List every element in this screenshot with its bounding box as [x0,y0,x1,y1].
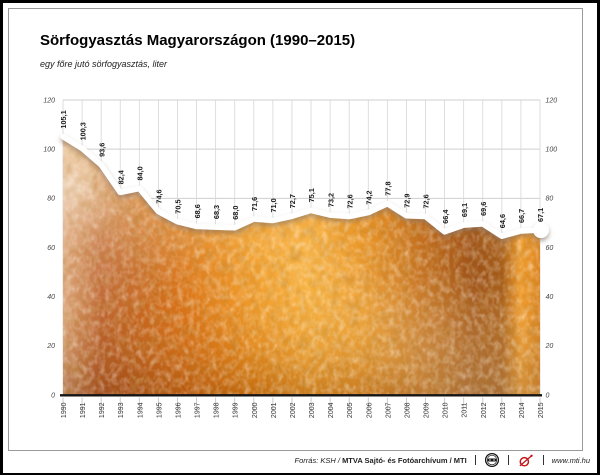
y-label-right: 80 [546,196,554,203]
value-label: 73,2 [326,193,335,207]
value-label: 75,1 [307,188,316,202]
year-label: 1996 [176,402,183,418]
year-label: 2003 [309,402,316,418]
value-label: 74,6 [155,189,164,203]
beer-area [63,136,540,395]
value-label: 77,8 [384,181,393,195]
year-label: 1993 [118,402,125,418]
y-label-left: 100 [43,146,55,153]
value-label: 100,3 [78,122,87,140]
separator [542,455,544,465]
y-label-left: 40 [47,294,55,301]
value-label: 72,6 [345,194,354,208]
value-label: 67,1 [536,208,545,222]
value-label: 71,0 [269,198,278,212]
year-label: 1995 [156,402,163,418]
value-label: 72,6 [422,194,431,208]
year-label: 2000 [252,402,259,418]
y-label-right: 20 [545,343,554,350]
value-label: 72,7 [288,194,297,208]
x-axis-labels: 1990 1991 1992 1993 1994 1995 1996 1997 1998 1999… [61,402,545,418]
year-label: 2008 [404,402,411,418]
y-label-right: 0 [546,392,550,399]
value-label: 84,0 [136,166,145,180]
year-label: 1992 [99,402,106,418]
y-label-right: 40 [546,294,554,301]
year-label: 1999 [233,402,240,418]
separator [474,455,476,465]
value-labels: 105,1 100,3 93,6 82,4 84,0 74,6 70,5 68,6 68,3 68… [59,110,545,228]
line-end-blob [533,222,549,239]
page-subtitle: egy főre jutó sörfogyasztás, liter [40,59,168,69]
separator [507,455,509,465]
source-bold: MTVA Sajtó- és Fotóarchívum / MTI [342,455,467,465]
value-label: 64,6 [498,214,507,228]
beer-droplets [63,136,540,395]
y-label-right: 60 [546,245,554,252]
value-label: 72,9 [403,194,412,208]
value-label: 68,3 [212,205,221,219]
y-label-right: 100 [546,146,558,153]
value-label: 82,4 [116,169,125,184]
year-label: 2001 [271,402,278,418]
mti-url: www.mti.hu [551,455,590,465]
y-label-left: 60 [47,245,55,252]
page-title: Sörfogyasztás Magyarországon (1990–2015) [40,32,356,49]
data-line [60,133,549,239]
year-label: 2002 [290,402,297,418]
value-label: 66,7 [517,209,526,223]
y-label-left: 0 [51,392,55,399]
source-credit: Forrás: KSH / MTVA Sajtó- és Fotóarchívu… [295,456,467,465]
year-label: 2011 [462,402,469,417]
value-label: 71,6 [250,197,259,211]
year-label: 2005 [347,402,354,418]
year-label: 2006 [366,402,373,418]
value-label: 74,2 [365,190,374,204]
value-label: 93,6 [97,143,106,157]
y-axis-labels: 0 0 20 20 40 40 60 60 80 80 100 100 120 120 [43,97,557,399]
mti-logo-icon [517,453,535,468]
year-label: 2012 [481,402,488,418]
year-label: 1991 [80,402,87,418]
chart-frame [8,8,583,451]
year-label: 2004 [328,402,335,418]
year-label: 1997 [195,402,202,418]
footer: Forrás: KSH / MTVA Sajtó- és Fotóarchívu… [295,451,590,469]
value-label: 68,6 [193,204,202,218]
year-label: 2010 [443,402,450,418]
value-label: 68,0 [231,206,240,220]
value-label: 70,5 [174,199,183,213]
y-label-right: 120 [546,97,558,104]
mtva-logo-icon [484,452,500,468]
year-label: 2007 [385,402,392,418]
source-prefix: Forrás: KSH / [294,455,343,465]
value-label: 105,1 [59,110,68,128]
year-label: 2014 [519,402,526,418]
value-label: 69,6 [479,202,488,216]
y-label-left: 80 [47,196,55,203]
value-label: 69,1 [460,203,469,217]
year-label: 1990 [61,402,68,418]
y-label-left: 20 [46,343,55,350]
consumption-line [60,133,543,239]
y-label-left: 120 [43,97,55,104]
year-label: 2013 [500,402,507,418]
year-label: 2009 [424,402,431,418]
year-label: 1994 [137,402,144,418]
year-label: 2015 [538,402,545,418]
x-axis [60,394,542,411]
year-label: 1998 [214,402,221,418]
value-label: 66,4 [441,209,450,224]
